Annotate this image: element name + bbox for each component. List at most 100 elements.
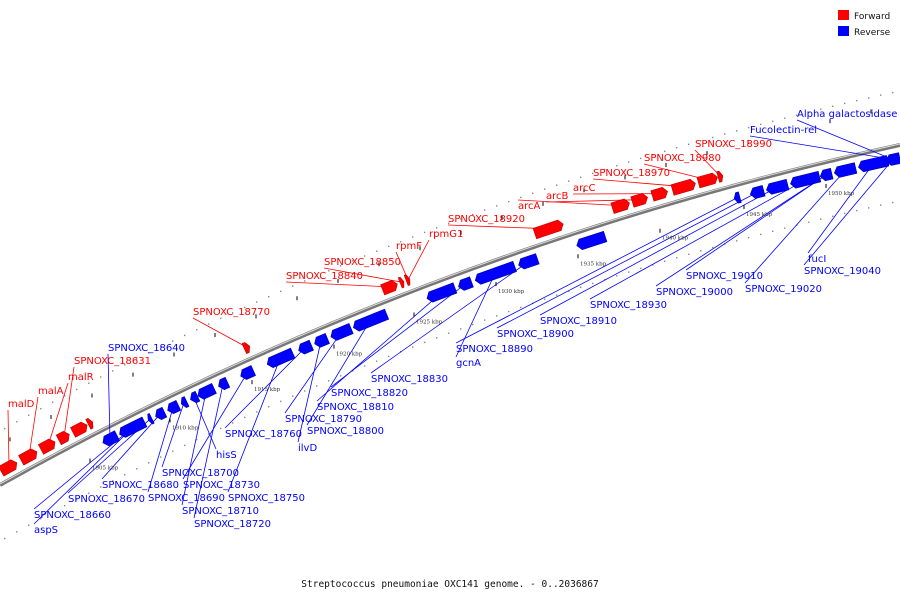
reverse-gene[interactable] xyxy=(165,400,182,415)
reverse-gene-label: SPNOXC_18760 xyxy=(225,429,302,440)
scale-dot xyxy=(160,456,162,458)
reverse-gene[interactable] xyxy=(179,396,190,409)
label-leader-line xyxy=(63,366,75,438)
reverse-gene[interactable] xyxy=(196,383,217,401)
scale-dot xyxy=(508,200,510,203)
scale-dot xyxy=(52,511,54,513)
reverse-gene-label: SPNOXC_19040 xyxy=(804,266,881,277)
reverse-gene[interactable] xyxy=(819,167,834,182)
reverse-gene[interactable] xyxy=(425,282,458,304)
scale-dot xyxy=(820,218,822,220)
scale-dot xyxy=(472,213,474,216)
reverse-gene[interactable] xyxy=(329,323,354,342)
reverse-gene[interactable] xyxy=(517,253,540,271)
scale-dot xyxy=(232,312,234,314)
forward-gene[interactable] xyxy=(18,447,39,466)
scale-dot xyxy=(460,328,462,330)
reverse-gene[interactable] xyxy=(100,430,120,448)
scale-dot xyxy=(124,364,126,366)
scale-dot xyxy=(4,427,6,430)
forward-gene[interactable] xyxy=(532,219,565,240)
label-leader-line xyxy=(101,414,161,480)
reverse-gene[interactable] xyxy=(188,390,201,404)
scale-dot xyxy=(100,486,102,488)
scale-dot xyxy=(148,462,150,464)
label-leader-line xyxy=(147,407,174,493)
forward-gene[interactable] xyxy=(0,458,20,477)
scale-dot xyxy=(352,370,354,372)
reverse-gene-label: SPNOXC_18670 xyxy=(68,494,145,505)
scale-dot xyxy=(892,201,894,204)
reverse-gene[interactable] xyxy=(457,276,474,292)
scale-dot xyxy=(376,250,378,252)
reverse-gene[interactable] xyxy=(153,406,168,421)
scale-dot xyxy=(556,294,558,296)
reverse-gene[interactable] xyxy=(296,339,314,356)
scale-dot xyxy=(640,267,642,270)
reverse-gene-label: Fucolectin-rel xyxy=(750,125,817,136)
reverse-gene[interactable] xyxy=(238,365,256,382)
label-leader-line xyxy=(807,163,874,254)
scale-dot xyxy=(40,408,42,410)
scale-dot xyxy=(820,108,822,110)
scale-dot xyxy=(316,275,318,277)
scale-dot xyxy=(544,188,546,190)
forward-gene[interactable] xyxy=(380,279,400,296)
scale-dot xyxy=(868,207,870,209)
reverse-gene[interactable] xyxy=(216,376,231,391)
reverse-gene[interactable] xyxy=(351,308,390,333)
reverse-gene-label: SPNOXC_18750 xyxy=(228,493,305,504)
forward-gene[interactable] xyxy=(670,178,697,196)
kbp-tick-label: 1920 kbp xyxy=(336,352,363,358)
reverse-gene[interactable] xyxy=(789,170,822,189)
scale-dot xyxy=(28,524,30,526)
reverse-gene[interactable] xyxy=(857,155,890,173)
scale-dot xyxy=(616,165,618,167)
legend-reverse-swatch xyxy=(838,26,849,36)
forward-gene[interactable] xyxy=(403,274,412,286)
forward-gene[interactable] xyxy=(55,429,72,446)
label-leader-line xyxy=(227,358,281,493)
label-leader-line xyxy=(455,273,496,358)
reverse-gene[interactable] xyxy=(575,230,608,251)
forward-gene[interactable] xyxy=(38,437,57,455)
scale-dot xyxy=(220,317,222,320)
reverse-gene[interactable] xyxy=(733,191,742,204)
legend-forward-swatch xyxy=(838,10,849,20)
reverse-gene[interactable] xyxy=(749,185,766,199)
scale-dot xyxy=(88,492,90,494)
forward-gene[interactable] xyxy=(696,172,719,189)
reverse-gene[interactable] xyxy=(312,332,330,349)
scale-dot xyxy=(280,400,282,403)
reverse-gene[interactable] xyxy=(473,260,517,285)
reverse-gene[interactable] xyxy=(765,178,790,195)
reverse-gene[interactable] xyxy=(117,416,148,439)
reverse-gene[interactable] xyxy=(885,152,900,167)
reverse-gene[interactable] xyxy=(146,413,155,425)
forward-gene[interactable] xyxy=(85,417,96,430)
scale-dot xyxy=(724,133,726,135)
scale-dot xyxy=(496,205,498,207)
forward-gene[interactable] xyxy=(716,170,725,183)
forward-gene[interactable] xyxy=(70,420,89,438)
forward-gene[interactable] xyxy=(397,276,406,289)
reverse-gene[interactable] xyxy=(265,347,296,369)
scale-dot xyxy=(628,161,630,163)
forward-gene[interactable] xyxy=(650,186,669,202)
scale-dot xyxy=(16,421,18,423)
forward-gene-label: SPNOXC_18840 xyxy=(286,271,363,282)
scale-dot xyxy=(700,140,702,142)
scale-dot xyxy=(280,290,282,293)
forward-gene[interactable] xyxy=(610,198,631,214)
forward-gene[interactable] xyxy=(241,341,252,354)
reverse-gene-label: SPNOXC_18680 xyxy=(102,480,179,491)
label-leader-line xyxy=(7,409,10,468)
label-leader-line xyxy=(28,396,39,457)
scale-dot xyxy=(376,360,378,362)
reverse-gene[interactable] xyxy=(833,162,858,179)
scale-dot xyxy=(604,278,606,281)
forward-gene-label: rpmF xyxy=(396,241,422,252)
forward-gene[interactable] xyxy=(630,192,650,208)
